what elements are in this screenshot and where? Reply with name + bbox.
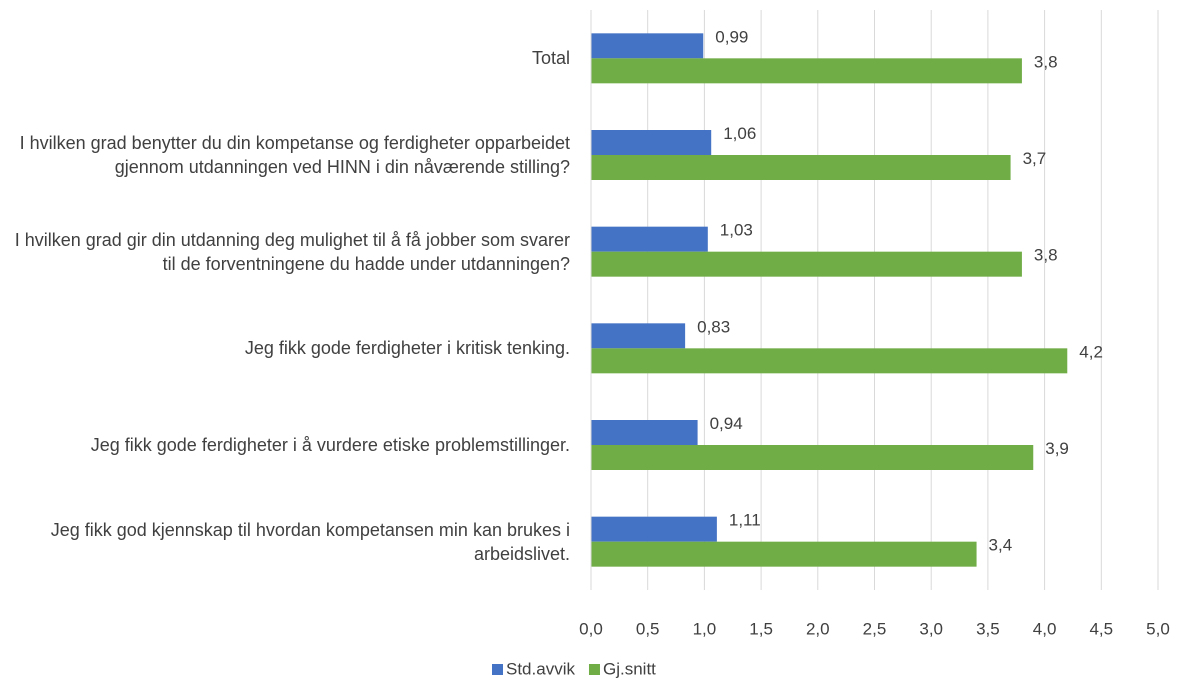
bar [591, 155, 1011, 180]
x-tick-label: 1,5 [749, 619, 773, 638]
value-label: 0,94 [710, 414, 743, 433]
value-label: 3,9 [1045, 439, 1069, 458]
bar [591, 541, 977, 567]
legend-swatch [492, 664, 503, 675]
legend-label: Gj.snitt [603, 659, 656, 678]
bar [591, 251, 1022, 277]
value-label: 3,4 [989, 536, 1013, 555]
x-tick-label: 3,0 [919, 619, 943, 638]
legend-swatch [588, 664, 600, 675]
value-label: 0,99 [715, 27, 748, 46]
x-tick-label: 3,5 [976, 619, 1000, 638]
legend-label: Std.avvik [506, 659, 575, 678]
x-tick-label: 5,0 [1146, 619, 1170, 638]
category-label: I hvilken grad gir din utdanning deg mul… [14, 229, 570, 274]
category-label: Jeg fikk god kjennskap til hvordan kompe… [50, 519, 570, 564]
value-label: 4,2 [1079, 342, 1103, 361]
bar [591, 130, 712, 155]
bar [591, 348, 1068, 374]
value-label: 0,83 [697, 317, 730, 336]
value-label: 1,11 [729, 511, 761, 530]
value-label: 3,8 [1034, 246, 1058, 265]
bar [591, 445, 1034, 470]
category-label: Jeg fikk gode ferdigheter i kritisk tenk… [244, 338, 570, 359]
value-label: 1,06 [723, 124, 756, 143]
bar [591, 516, 717, 542]
bar [591, 420, 698, 445]
x-tick-label: 4,0 [1033, 619, 1057, 638]
x-tick-label: 4,5 [1089, 619, 1113, 638]
x-tick-label: 0,0 [579, 619, 603, 638]
x-tick-label: 1,0 [693, 619, 717, 638]
value-label: 3,7 [1023, 149, 1047, 168]
bar [591, 58, 1022, 84]
category-label: Jeg fikk gode ferdigheter i å vurdere et… [90, 435, 570, 455]
x-tick-label: 0,5 [636, 619, 660, 638]
category-label: I hvilken grad benytter du din kompetans… [19, 133, 570, 177]
x-tick-label: 2,5 [863, 619, 887, 638]
value-label: 3,8 [1034, 52, 1058, 71]
bar [591, 323, 686, 349]
value-label: 1,03 [720, 221, 753, 240]
bar [591, 226, 708, 252]
category-label: Total [531, 48, 570, 69]
bar [591, 33, 704, 59]
x-tick-label: 2,0 [806, 619, 830, 638]
